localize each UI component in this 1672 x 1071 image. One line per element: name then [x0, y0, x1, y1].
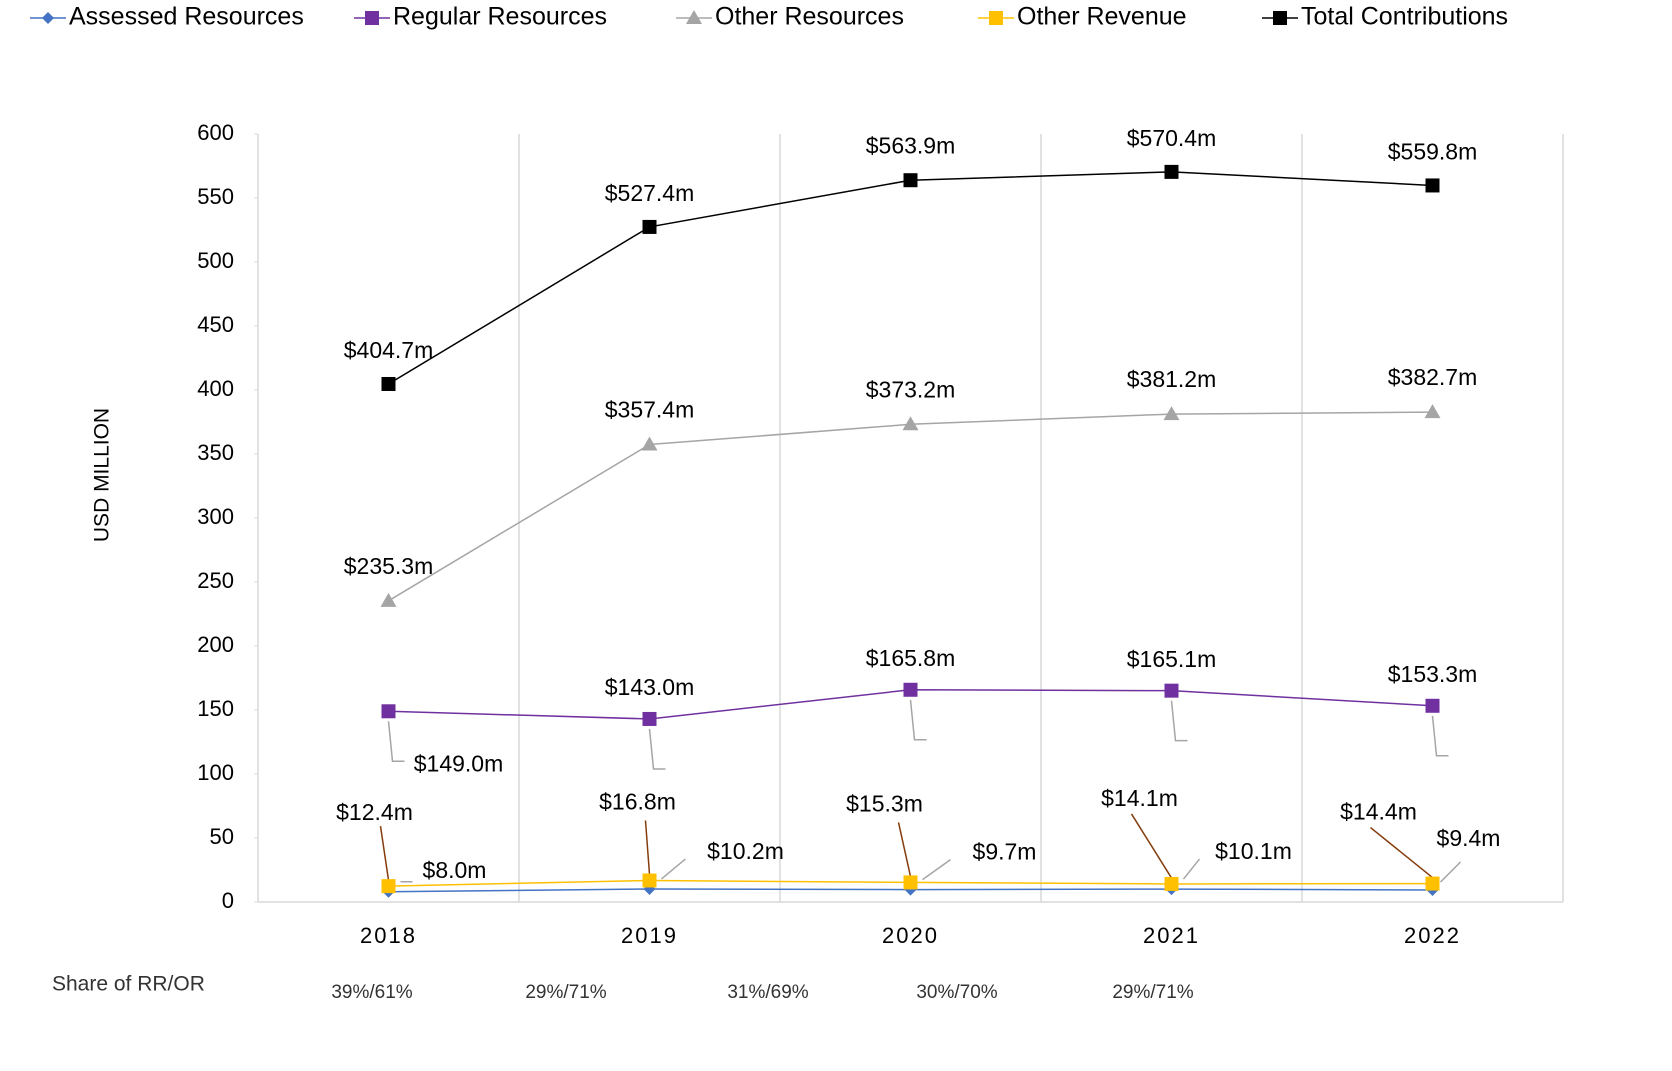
leader-line: [379, 826, 390, 881]
data-label: $381.2m: [1127, 366, 1217, 392]
marker: [1425, 876, 1440, 891]
y-tick-label: 350: [197, 440, 234, 465]
y-tick-label: 450: [197, 312, 234, 337]
legend-label: Regular Resources: [393, 3, 607, 31]
data-label: $235.3m: [344, 553, 434, 579]
leader-line: [1182, 858, 1201, 880]
leader-line: [897, 822, 912, 877]
marker: [381, 704, 396, 719]
share-row-label: Share of RR/OR: [52, 973, 205, 996]
share-value: 30%/70%: [916, 982, 997, 1003]
data-label: $9.4m: [1437, 825, 1501, 851]
data-label: $149.0m: [414, 750, 504, 776]
marker: [903, 173, 918, 188]
data-label: $563.9m: [866, 132, 956, 158]
y-tick-label: 150: [197, 696, 234, 721]
leader-line: [1170, 700, 1188, 742]
x-tick-label: 2022: [1404, 923, 1461, 948]
x-tick-label: 2020: [882, 923, 939, 948]
leader-line: [1130, 813, 1173, 879]
data-label: $14.4m: [1340, 799, 1417, 825]
data-label: $9.7m: [973, 839, 1037, 865]
data-label: $10.2m: [707, 838, 784, 864]
data-label: $12.4m: [336, 799, 413, 825]
marker: [642, 873, 657, 888]
legend-label: Other Resources: [715, 3, 904, 31]
x-tick-label: 2019: [621, 923, 678, 948]
y-tick-label: 0: [222, 888, 234, 913]
marker: [642, 219, 657, 234]
marker: [380, 592, 397, 607]
data-label: $527.4m: [605, 180, 695, 206]
share-value: 29%/71%: [525, 982, 606, 1003]
marker: [42, 12, 54, 24]
marker: [902, 416, 919, 431]
y-tick-label: 200: [197, 632, 234, 657]
leader-line: [661, 858, 686, 880]
leader-line: [1439, 861, 1462, 883]
data-label: $559.8m: [1388, 139, 1478, 165]
leader-line: [644, 820, 651, 875]
data-label: $357.4m: [605, 397, 695, 423]
y-tick-label: 250: [197, 568, 234, 593]
marker: [1425, 698, 1440, 713]
leader-line: [1370, 826, 1433, 879]
series-line: [388, 411, 1433, 602]
x-tick-label: 2018: [360, 923, 417, 948]
share-value: 39%/61%: [331, 982, 412, 1003]
legend-label: Assessed Resources: [69, 3, 304, 31]
data-label: $8.0m: [423, 857, 487, 883]
x-tick-label: 2021: [1143, 923, 1200, 948]
marker: [381, 879, 396, 894]
leader-line: [909, 699, 927, 741]
legend-label: Total Contributions: [1301, 3, 1508, 31]
data-label: $15.3m: [846, 790, 923, 816]
data-label: $404.7m: [344, 337, 434, 363]
marker: [641, 436, 658, 451]
marker: [903, 875, 918, 890]
leader-line: [1431, 715, 1449, 757]
leader-line: [387, 721, 405, 763]
y-axis-label: USD MILLION: [91, 408, 114, 542]
marker: [381, 376, 396, 391]
share-value: 31%/69%: [727, 982, 808, 1003]
marker: [686, 10, 702, 24]
marker: [989, 11, 1003, 25]
marker: [1164, 683, 1179, 698]
data-label: $165.1m: [1127, 646, 1217, 672]
y-tick-label: 300: [197, 504, 234, 529]
marker: [365, 11, 379, 25]
data-label: $570.4m: [1127, 125, 1217, 151]
data-label: $153.3m: [1388, 661, 1478, 687]
leader-line: [922, 858, 951, 881]
marker: [1163, 406, 1180, 421]
y-tick-label: 550: [197, 184, 234, 209]
series-line: [388, 171, 1433, 385]
y-tick-label: 100: [197, 760, 234, 785]
marker: [1164, 164, 1179, 179]
data-label: $143.0m: [605, 674, 695, 700]
marker: [642, 711, 657, 726]
data-label: $165.8m: [866, 645, 956, 671]
data-label: $16.8m: [599, 789, 676, 815]
y-tick-label: 500: [197, 248, 234, 273]
marker: [903, 682, 918, 697]
data-label: $373.2m: [866, 376, 956, 402]
share-value: 29%/71%: [1112, 982, 1193, 1003]
marker: [1425, 178, 1440, 193]
leader-line: [648, 728, 666, 770]
marker: [1424, 404, 1441, 419]
legend-label: Other Revenue: [1017, 3, 1187, 31]
data-label: $10.1m: [1215, 838, 1292, 864]
data-label: $382.7m: [1388, 364, 1478, 390]
y-tick-label: 400: [197, 376, 234, 401]
y-tick-label: 600: [197, 120, 234, 145]
data-label: $14.1m: [1101, 785, 1178, 811]
y-tick-label: 50: [210, 824, 234, 849]
marker: [1164, 876, 1179, 891]
marker: [1273, 11, 1287, 25]
